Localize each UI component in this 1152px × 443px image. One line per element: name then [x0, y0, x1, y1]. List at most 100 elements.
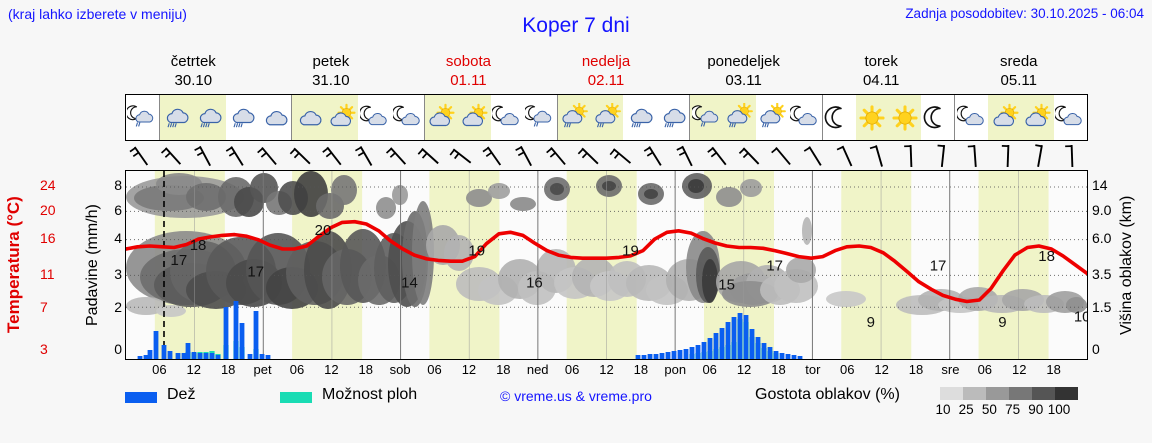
time-tick: 12 — [186, 362, 202, 377]
rain-legend-swatch — [125, 392, 157, 403]
time-tick: 06 — [702, 362, 717, 377]
precipitation-axis-ticks: 8 6 4 3 2 0 — [104, 170, 124, 360]
wind-barb — [606, 142, 638, 170]
showers-legend-swatch — [280, 392, 312, 403]
cloud-density-step-label: 25 — [958, 402, 974, 417]
day-date: 31.10 — [312, 72, 350, 89]
moon-icon — [821, 95, 856, 140]
precipitation-axis-title: Padavine (mm/h) — [84, 204, 101, 326]
rain-legend-label: Dež — [167, 386, 196, 403]
cloud-density-step-label: 100 — [1047, 402, 1071, 417]
sun-cloud-icon — [988, 95, 1022, 140]
cloud-density-step-label: 10 — [935, 402, 951, 417]
moon-cloud-icon — [391, 95, 424, 140]
axis-tick: 3 — [40, 340, 48, 357]
wind-barb — [1024, 142, 1056, 170]
wind-barb — [189, 142, 221, 170]
time-tick: 18 — [633, 362, 649, 377]
day-name: petek — [312, 53, 350, 70]
cloud-height-axis-ticks: 14 9.0 6.0 3.5 1.5 0 — [1092, 170, 1122, 360]
day-name: četrtek — [170, 53, 216, 70]
time-tick: 18 — [771, 362, 786, 377]
moon-cloud-icon — [954, 95, 988, 140]
day-header-1: četrtek 30.10 — [125, 52, 263, 92]
sun-cloud-icon — [457, 95, 491, 140]
time-tick: 06 — [977, 362, 993, 377]
moon-cloud-rain-icon — [126, 95, 159, 140]
time-tick: sob — [389, 362, 411, 377]
day-date: 04.11 — [862, 72, 900, 89]
svg-text:16: 16 — [526, 275, 543, 292]
day-name: torek — [864, 53, 898, 70]
cloud-density-step — [1009, 387, 1032, 400]
time-tick: 06 — [289, 362, 305, 377]
wind-barb — [959, 142, 991, 170]
day-header-5: ponedeljek 03.11 — [675, 52, 813, 92]
wind-barb — [542, 142, 574, 170]
wind-barb — [414, 142, 446, 170]
svg-text:19: 19 — [468, 243, 485, 260]
sun-icon — [888, 95, 922, 140]
cloud-density-step-label: 50 — [981, 402, 997, 417]
day-name: sreda — [999, 53, 1038, 70]
axis-tick: 16 — [40, 230, 56, 247]
axis-tick: 24 — [40, 177, 56, 194]
svg-text:19: 19 — [622, 243, 639, 260]
sun-cloud-rain-icon — [756, 95, 789, 140]
time-tick: 18 — [908, 362, 924, 377]
sun-cloud-rain-icon — [556, 95, 591, 140]
time-tick: pon — [664, 362, 687, 377]
wind-barb — [350, 142, 382, 170]
cloud-density-step — [1055, 387, 1078, 400]
wind-barb — [671, 142, 703, 170]
time-tick: 12 — [736, 362, 752, 377]
moon-cloud-icon — [1054, 95, 1087, 140]
axis-tick: 7 — [40, 298, 48, 315]
time-tick: 18 — [496, 362, 511, 377]
axis-tick: 0 — [114, 340, 122, 357]
svg-text:18: 18 — [190, 237, 207, 254]
wind-barb — [895, 142, 927, 170]
time-tick: tor — [805, 362, 821, 377]
svg-text:14: 14 — [401, 275, 418, 292]
wind-barb — [767, 142, 799, 170]
time-tick: 18 — [220, 362, 236, 377]
wind-barb — [735, 142, 767, 170]
wind-barb — [446, 142, 478, 170]
wind-barb — [318, 142, 350, 170]
day-name: ponedeljek — [707, 53, 780, 70]
sun-cloud-icon — [424, 95, 458, 140]
copyright-link[interactable]: © vreme.us & vreme.pro — [500, 388, 652, 404]
cloud-density-step — [1032, 387, 1055, 400]
time-tick: 06 — [840, 362, 855, 377]
moon-cloud-rain-icon — [689, 95, 724, 140]
time-tick: 06 — [152, 362, 167, 377]
wind-barb — [382, 142, 414, 170]
day-header-3: sobota 01.11 — [400, 52, 538, 92]
sun-cloud-icon — [1021, 95, 1054, 140]
axis-tick: 9.0 — [1092, 201, 1112, 218]
axis-tick: 1.5 — [1092, 298, 1112, 315]
day-header-2: petek 31.10 — [263, 52, 401, 92]
wind-barb — [253, 142, 285, 170]
wind-barb — [863, 142, 895, 170]
svg-text:17: 17 — [171, 252, 188, 269]
wind-barb — [285, 142, 317, 170]
cloud-rain-icon — [226, 95, 259, 140]
cloud-rain-icon — [158, 95, 193, 140]
svg-text:17: 17 — [766, 258, 783, 275]
last-update-text: Zadnja posodobitev: 30.10.2025 - 06:04 — [905, 6, 1144, 21]
sun-cloud-icon — [325, 95, 359, 140]
wind-barb — [992, 142, 1024, 170]
wind-barb — [703, 142, 735, 170]
cloud-density-step — [963, 387, 986, 400]
time-tick: 06 — [427, 362, 442, 377]
time-tick: 18 — [358, 362, 373, 377]
time-tick: 12 — [1011, 362, 1027, 377]
wind-barb — [510, 142, 542, 170]
axis-tick: 2 — [114, 298, 122, 315]
weather-icon-row — [125, 94, 1088, 141]
day-header-band: četrtek 30.10 petek 31.10 sobota 01.11 nedelja… — [125, 52, 1089, 92]
svg-text:15: 15 — [718, 276, 735, 293]
